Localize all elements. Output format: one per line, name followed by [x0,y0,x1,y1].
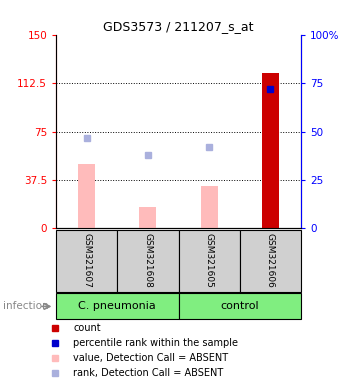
Text: GSM321605: GSM321605 [205,233,214,288]
Text: GSM321607: GSM321607 [82,233,91,288]
Text: C. pneumonia: C. pneumonia [79,301,156,311]
Text: infection: infection [3,301,49,311]
Bar [117,230,178,292]
Bar [56,293,178,319]
Text: GSM321608: GSM321608 [143,233,152,288]
Bar [78,164,95,228]
Bar [262,73,279,228]
Text: control: control [220,301,259,311]
Text: percentile rank within the sample: percentile rank within the sample [73,338,238,348]
Text: count: count [73,323,101,333]
Text: GSM321606: GSM321606 [266,233,275,288]
Bar [178,230,240,292]
Bar [178,293,301,319]
Text: rank, Detection Call = ABSENT: rank, Detection Call = ABSENT [73,368,223,378]
Bar [139,207,156,228]
Bar [56,230,117,292]
Text: value, Detection Call = ABSENT: value, Detection Call = ABSENT [73,353,228,363]
Bar [201,186,218,228]
Bar [240,230,301,292]
Title: GDS3573 / 211207_s_at: GDS3573 / 211207_s_at [103,20,254,33]
